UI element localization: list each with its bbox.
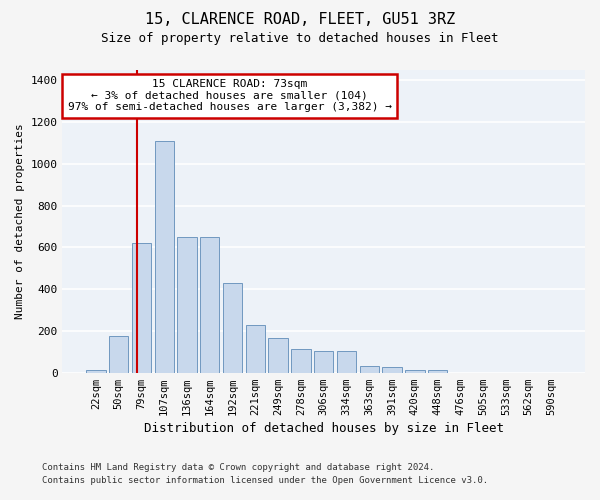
Bar (405, 370, 425, 372)
Bar (291, 348, 311, 372)
Bar (132, 244, 151, 372)
Text: 15, CLARENCE ROAD, FLEET, GU51 3RZ: 15, CLARENCE ROAD, FLEET, GU51 3RZ (145, 12, 455, 28)
Bar (109, 336, 128, 372)
Bar (314, 351, 334, 372)
Bar (223, 283, 242, 372)
Text: 15 CLARENCE ROAD: 73sqm
← 3% of detached houses are smaller (104)
97% of semi-de: 15 CLARENCE ROAD: 73sqm ← 3% of detached… (68, 79, 392, 112)
Bar (268, 338, 288, 372)
Bar (178, 237, 197, 372)
Bar (382, 368, 402, 372)
Text: Contains HM Land Registry data © Crown copyright and database right 2024.: Contains HM Land Registry data © Crown c… (42, 464, 434, 472)
Bar (359, 366, 379, 372)
Bar (428, 370, 448, 372)
Y-axis label: Number of detached properties: Number of detached properties (15, 124, 25, 319)
Bar (86, 370, 106, 372)
Text: Contains public sector information licensed under the Open Government Licence v3: Contains public sector information licen… (42, 476, 488, 485)
Bar (337, 351, 356, 372)
X-axis label: Distribution of detached houses by size in Fleet: Distribution of detached houses by size … (144, 422, 504, 435)
Bar (200, 237, 220, 372)
Bar (155, 141, 174, 372)
Text: Size of property relative to detached houses in Fleet: Size of property relative to detached ho… (101, 32, 499, 45)
Bar (245, 324, 265, 372)
